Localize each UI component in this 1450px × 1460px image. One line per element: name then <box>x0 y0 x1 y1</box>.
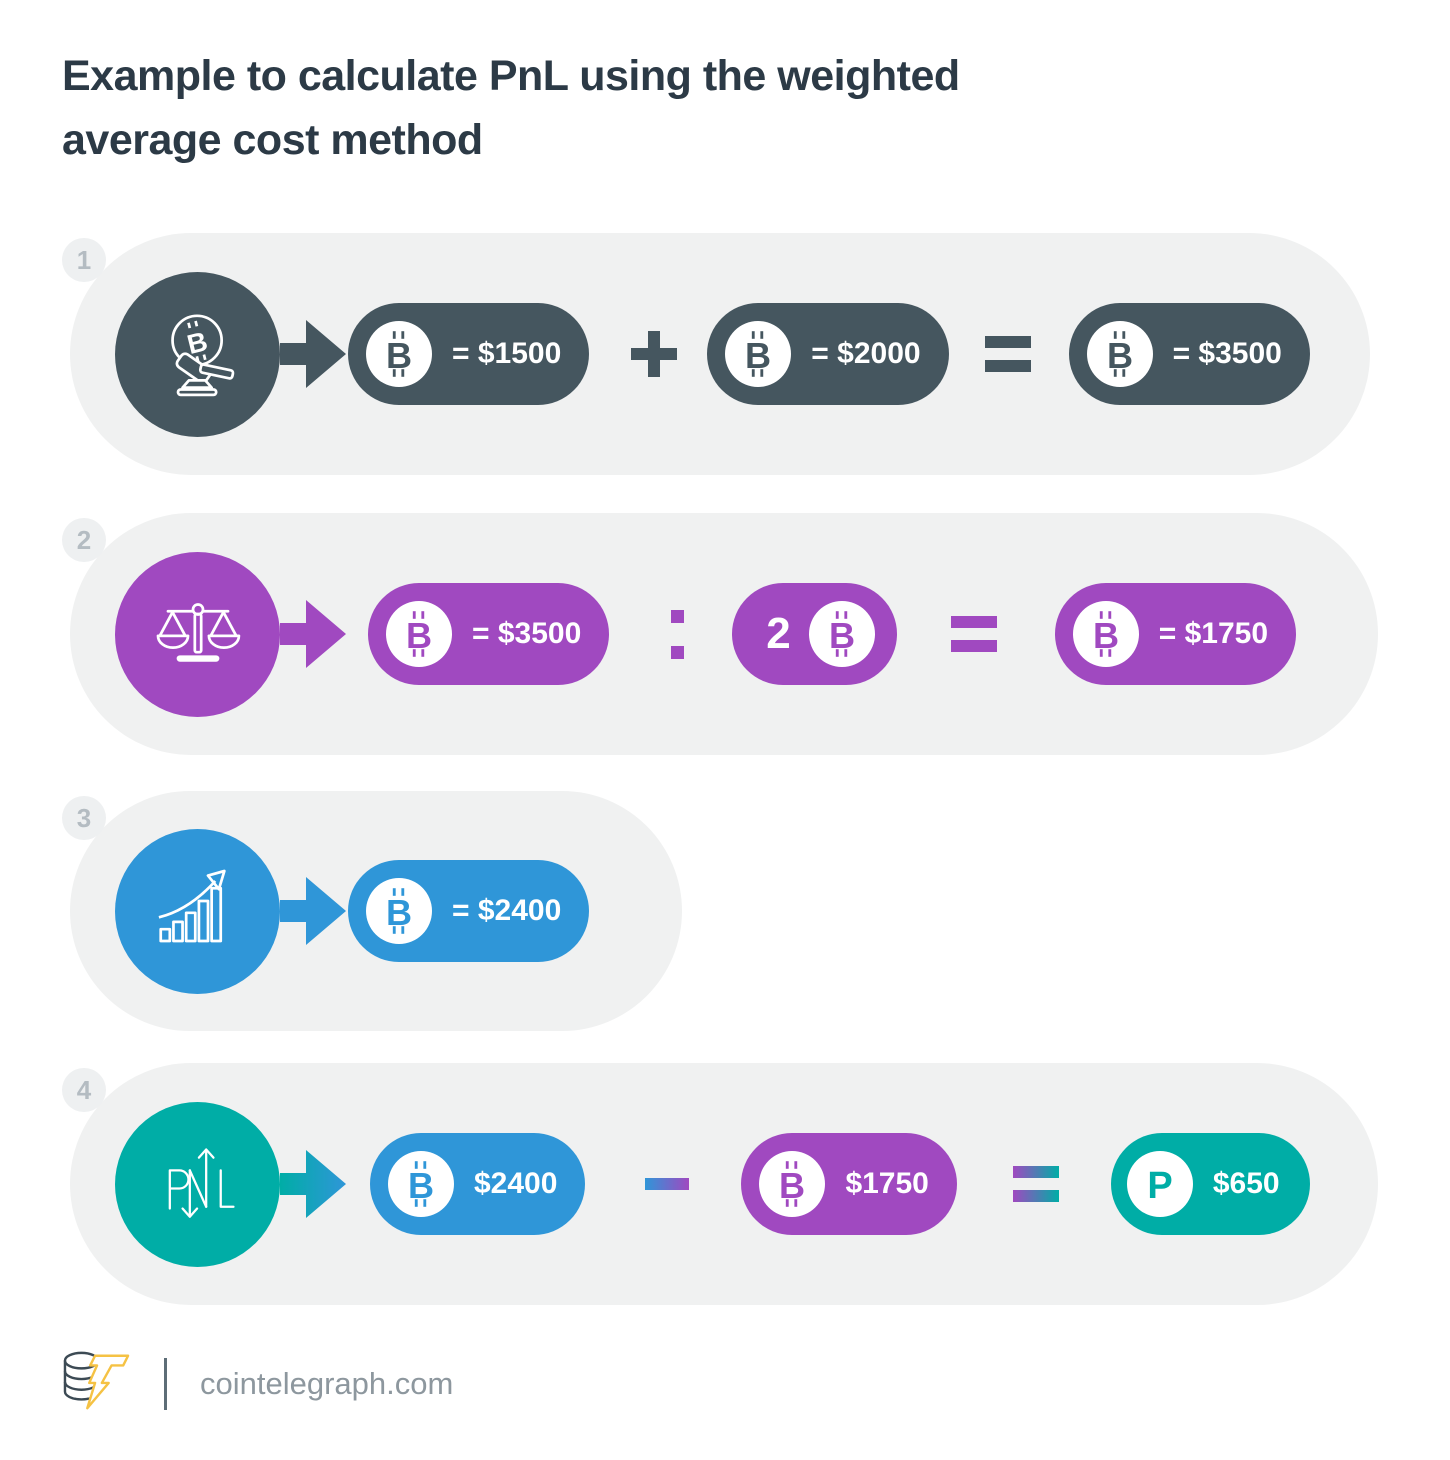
bitcoin-coin-icon: B <box>725 321 792 387</box>
bitcoin-coin-icon: B <box>1086 321 1153 387</box>
bitcoin-letter: B <box>745 335 771 376</box>
footer: cointelegraph.com <box>58 1348 453 1419</box>
pnl-result-pill: P $650 <box>1110 1133 1310 1235</box>
btc-pill-1500: B = $1500 <box>348 303 590 405</box>
minus-operator <box>645 1178 690 1190</box>
bitcoin-auction-icon: B <box>115 271 280 437</box>
bitcoin-coin-icon: B <box>388 1151 454 1217</box>
bitcoin-coin-icon: B <box>366 878 432 944</box>
pill-value: = $3500 <box>472 617 582 650</box>
bitcoin-letter: B <box>386 892 412 933</box>
bitcoin-letter: B <box>408 1165 434 1206</box>
bitcoin-coin-icon: B <box>366 321 432 387</box>
bitcoin-letter: B <box>406 615 432 656</box>
bitcoin-letter: B <box>1107 335 1133 376</box>
equals-operator <box>1012 1166 1059 1202</box>
divide-operator <box>671 609 685 659</box>
flow-arrow-icon <box>280 315 346 393</box>
step-number-1: 1 <box>62 238 106 282</box>
btc-pill-1750: B = $1750 <box>1054 583 1297 685</box>
step-number-4: 4 <box>62 1068 106 1112</box>
cointelegraph-logo-icon <box>58 1348 136 1419</box>
btc-cost-pill: B $1750 <box>741 1133 957 1235</box>
pill-value: $2400 <box>474 1167 558 1200</box>
plus-operator <box>631 331 678 377</box>
pnl-letter: P <box>1147 1165 1172 1207</box>
footer-divider <box>164 1357 167 1410</box>
two-btc-pill: 2 B <box>732 583 897 685</box>
pill-value: = $2400 <box>452 894 562 927</box>
balance-scale-icon <box>115 551 280 717</box>
step-number-3: 3 <box>62 796 106 840</box>
step-row-2: B = $3500 2 B B <box>70 513 1378 755</box>
flow-arrow-icon <box>280 1145 346 1223</box>
bitcoin-letter: B <box>386 335 412 376</box>
pill-value: $650 <box>1212 1167 1280 1200</box>
btc-pill-3500-total: B = $3500 <box>1068 303 1310 405</box>
equals-operator <box>984 336 1031 372</box>
bitcoin-coin-icon: B <box>1072 601 1139 667</box>
bitcoin-coin-icon: B <box>808 601 875 667</box>
step-row-4: B $2400 B $1750 P $650 <box>70 1063 1378 1305</box>
pill-value: = $1750 <box>1158 617 1269 650</box>
pnl-coin-icon: P <box>1126 1151 1193 1217</box>
bitcoin-letter: B <box>829 615 855 656</box>
btc-pill-2000: B = $2000 <box>707 303 949 405</box>
step-number-2: 2 <box>62 518 106 562</box>
btc-pill-3500: B = $3500 <box>368 583 610 685</box>
flow-arrow-icon <box>280 872 346 950</box>
page-title: Example to calculate PnL using the weigh… <box>62 44 1312 172</box>
bitcoin-coin-icon: B <box>759 1151 826 1217</box>
growth-chart-icon <box>115 828 280 994</box>
bitcoin-coin-icon: B <box>386 601 452 667</box>
pill-value: = $3500 <box>1172 337 1282 370</box>
step-row-1: B B = $1500 <box>70 233 1370 475</box>
page-title-line1: Example to calculate PnL using the weigh… <box>62 52 960 100</box>
pill-value: $1750 <box>845 1167 929 1200</box>
flow-arrow-icon <box>280 595 346 673</box>
footer-site-url: cointelegraph.com <box>200 1365 454 1401</box>
page-title-line2: average cost method <box>62 116 483 164</box>
coin-count: 2 <box>766 609 791 658</box>
step-row-3: B = $2400 <box>70 791 682 1031</box>
bitcoin-letter: B <box>1093 615 1119 656</box>
equals-operator <box>950 616 997 652</box>
pill-value: = $2000 <box>811 337 921 370</box>
pnl-icon <box>115 1101 280 1267</box>
pill-value: = $1500 <box>452 337 562 370</box>
bitcoin-letter: B <box>779 1165 805 1206</box>
btc-pill-2400: B = $2400 <box>348 860 590 962</box>
btc-sale-pill: B $2400 <box>370 1133 586 1235</box>
